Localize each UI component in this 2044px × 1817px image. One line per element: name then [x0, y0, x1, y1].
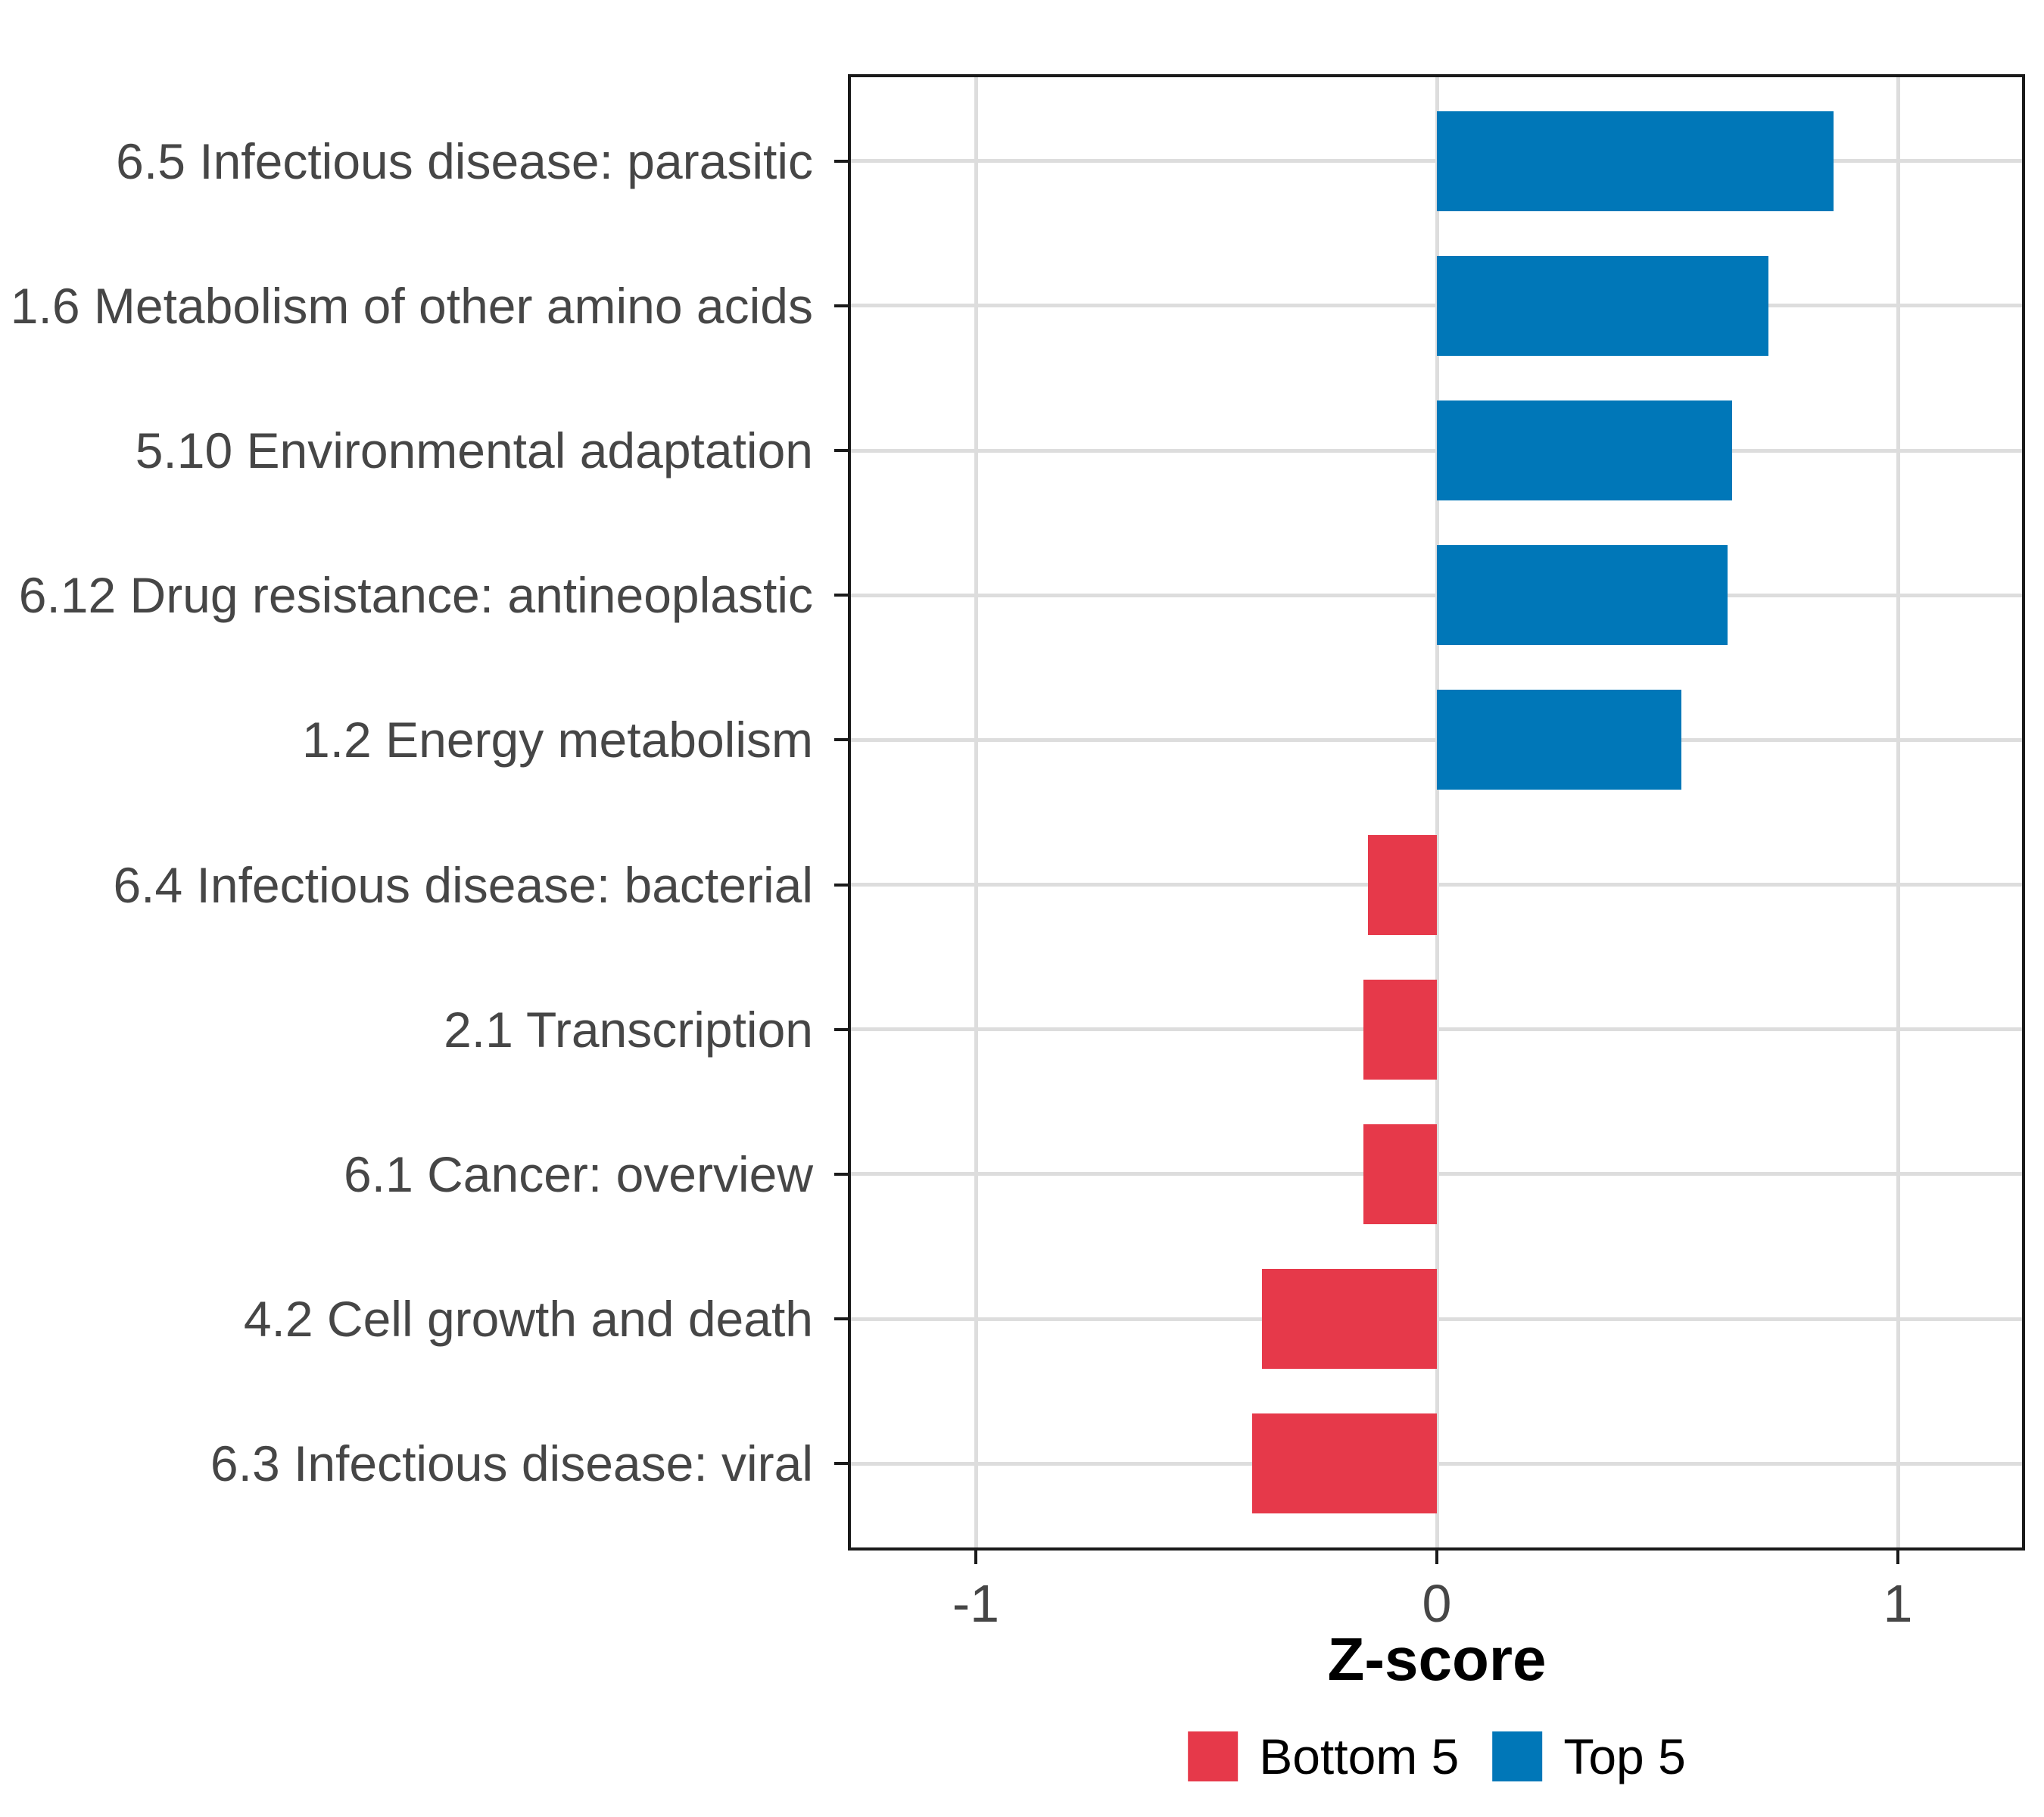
- x-axis-tick-mark: [1435, 1551, 1438, 1564]
- bar-top5: [1437, 400, 1732, 501]
- x-axis-tick-label: 1: [1883, 1574, 1913, 1633]
- y-axis-category-label: 6.5 Infectious disease: parasitic: [116, 132, 813, 189]
- bar-top5: [1437, 255, 1769, 356]
- y-axis-category-label: 5.10 Environmental adaptation: [135, 422, 813, 479]
- y-axis-tick-mark: [834, 738, 848, 742]
- x-axis-tick-mark: [1896, 1551, 1899, 1564]
- bar-top5: [1437, 690, 1681, 790]
- legend: Bottom 5 Top 5: [1188, 1728, 1686, 1785]
- y-axis-category-label: 4.2 Cell growth and death: [243, 1291, 813, 1348]
- legend-swatch-top5: [1492, 1731, 1543, 1781]
- y-axis-tick-mark: [834, 1172, 848, 1176]
- y-axis-category-label: 6.1 Cancer: overview: [344, 1145, 813, 1202]
- bar-top5: [1437, 111, 1834, 211]
- bar-bottom5: [1363, 1124, 1437, 1224]
- vertical-gridline: [1435, 77, 1439, 1547]
- x-axis-tick-label: 0: [1422, 1574, 1452, 1633]
- y-axis-tick-mark: [834, 1462, 848, 1466]
- bar-bottom5: [1261, 1269, 1437, 1370]
- y-axis-tick-mark: [834, 883, 848, 887]
- y-axis-tick-mark: [834, 1317, 848, 1321]
- legend-swatch-bottom5: [1188, 1731, 1239, 1781]
- legend-item-bottom5: Bottom 5: [1188, 1728, 1459, 1785]
- vertical-gridline: [1896, 77, 1900, 1547]
- y-axis-category-label: 2.1 Transcription: [444, 1001, 813, 1058]
- legend-item-top5: Top 5: [1492, 1728, 1686, 1785]
- y-axis-category-label: 6.12 Drug resistance: antineoplastic: [18, 567, 813, 624]
- y-axis-tick-mark: [834, 159, 848, 163]
- y-axis-category-label: 1.2 Energy metabolism: [302, 712, 813, 768]
- vertical-gridline: [974, 77, 978, 1547]
- legend-label-top5: Top 5: [1563, 1728, 1686, 1784]
- x-axis-tick-mark: [974, 1551, 977, 1564]
- bar-bottom5: [1252, 1413, 1437, 1514]
- x-axis-title: Z-score: [1327, 1625, 1547, 1693]
- y-axis-category-label: 6.4 Infectious disease: bacterial: [113, 856, 813, 913]
- y-axis-tick-mark: [834, 594, 848, 597]
- y-axis-tick-mark: [834, 1027, 848, 1031]
- y-axis-tick-mark: [834, 449, 848, 453]
- plot-panel: [848, 74, 2025, 1551]
- bar-bottom5: [1363, 979, 1437, 1080]
- bar-top5: [1437, 545, 1728, 646]
- y-axis-tick-mark: [834, 304, 848, 307]
- y-axis-category-label: 6.3 Infectious disease: viral: [210, 1435, 813, 1492]
- x-axis-tick-label: -1: [952, 1574, 1000, 1633]
- legend-label-bottom5: Bottom 5: [1259, 1728, 1460, 1784]
- bar-bottom5: [1367, 834, 1437, 935]
- y-axis-category-label: 1.6 Metabolism of other amino acids: [10, 277, 813, 334]
